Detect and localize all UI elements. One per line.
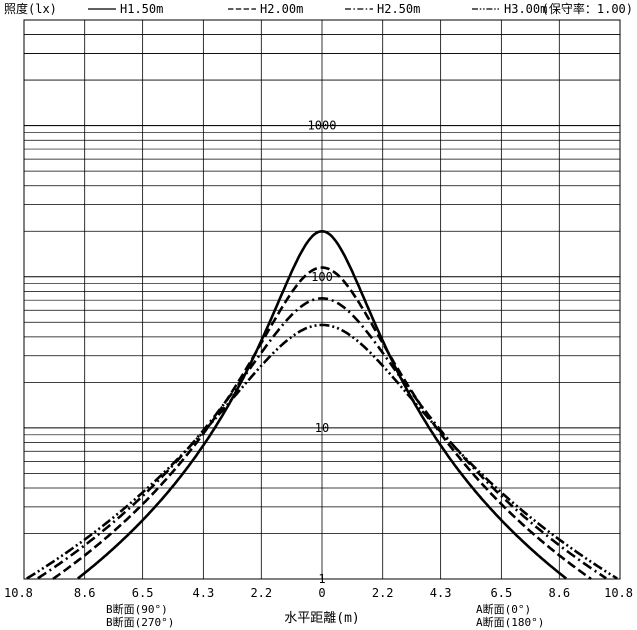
maintenance-factor-label: (保守率：1.00) (542, 1, 633, 16)
y-axis-label: 照度(lx) (4, 1, 57, 16)
x-tick-label: 2.2 (372, 586, 394, 600)
curve-H2.00m (52, 266, 592, 580)
curve-H2.50m (37, 296, 607, 580)
x-tick-label: 2.2 (250, 586, 272, 600)
curve-H3.00m (26, 323, 618, 580)
y-tick-label: 1 (318, 572, 325, 586)
curves (26, 229, 618, 580)
legend-label: H3.00m (504, 2, 547, 16)
right-caption-line1: A断面(0°) (476, 602, 531, 616)
legend: H1.50m H2.00m H2.50m H3.00m (88, 2, 547, 16)
y-tick-label: 10 (315, 421, 329, 435)
x-tick-label: 0 (318, 586, 325, 600)
x-tick-label: 4.3 (430, 586, 452, 600)
x-tick-label: 8.6 (74, 586, 96, 600)
plot-frame (23, 19, 621, 580)
legend-label: H2.50m (377, 2, 420, 16)
left-caption-line2: B断面(270°) (106, 615, 174, 629)
left-caption-line1: B断面(90°) (106, 602, 168, 616)
y-tick-labels: 1000 100 10 1 (308, 119, 337, 586)
x-tick-label: 10.8 (4, 586, 33, 600)
x-tick-label: 10.8 (604, 586, 633, 600)
y-tick-label: 1000 (308, 119, 337, 133)
right-caption-line2: A断面(180°) (476, 615, 544, 629)
curve-H1.50m (76, 229, 568, 580)
x-tick-label: 6.5 (132, 586, 154, 600)
x-tick-labels: 10.8 8.6 6.5 4.3 2.2 0 2.2 4.3 6.5 8.6 10.8 (4, 586, 633, 600)
grid (24, 20, 620, 579)
x-axis-label: 水平距離(m) (284, 611, 359, 626)
legend-label: H1.50m (120, 2, 163, 16)
y-tick-label: 100 (311, 270, 333, 284)
x-tick-label: 4.3 (193, 586, 215, 600)
legend-label: H2.00m (260, 2, 303, 16)
x-tick-label: 6.5 (491, 586, 513, 600)
x-tick-label: 8.6 (548, 586, 570, 600)
